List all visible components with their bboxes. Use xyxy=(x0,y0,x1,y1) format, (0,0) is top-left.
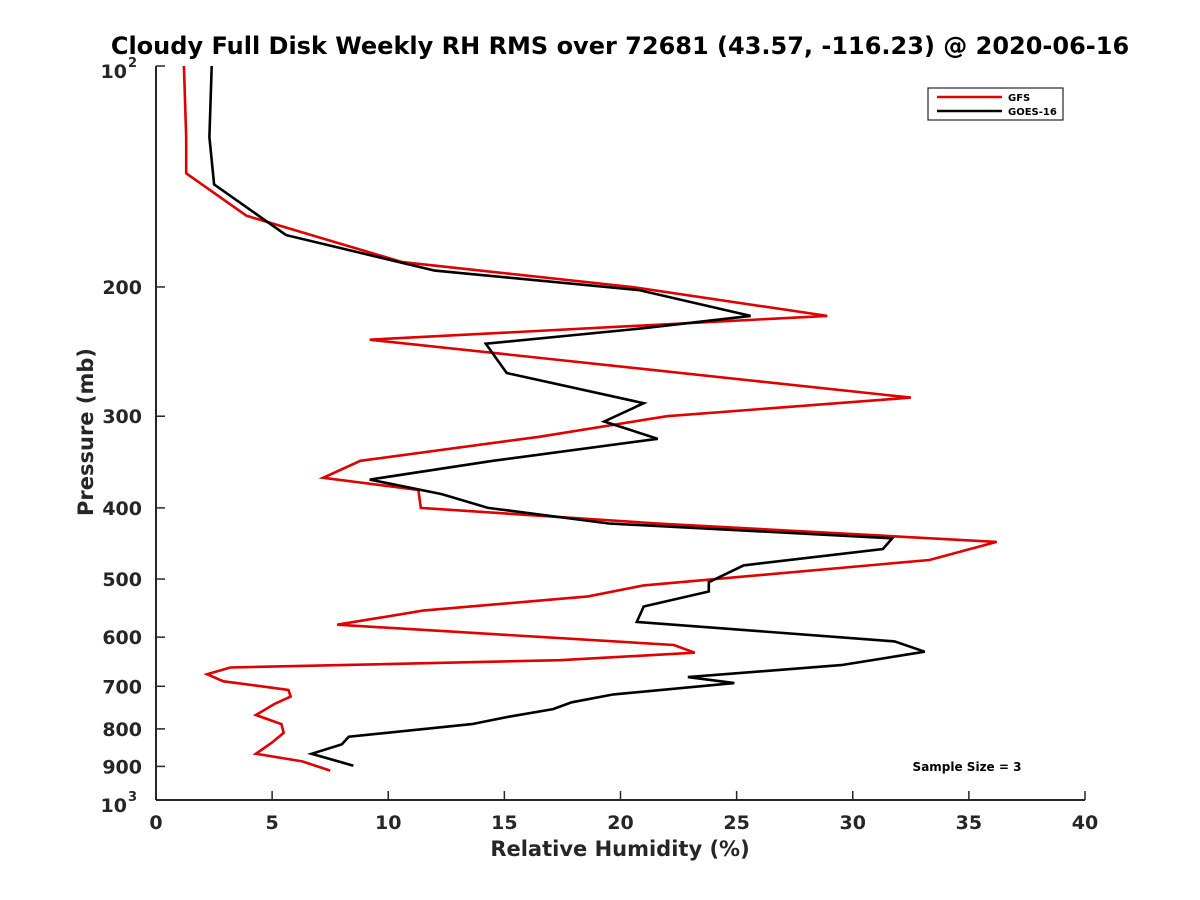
x-tick-label: 0 xyxy=(149,812,162,834)
legend: GFS GOES-16 xyxy=(927,87,1064,121)
x-tick-label: 20 xyxy=(607,812,633,834)
chart-title: Cloudy Full Disk Weekly RH RMS over 7268… xyxy=(111,32,1129,60)
series-line-goes-16 xyxy=(208,65,926,767)
x-tick-label: 30 xyxy=(840,812,866,834)
y-tick-exponent: 3 xyxy=(128,790,137,805)
y-tick-label: 400 xyxy=(102,498,142,520)
y-tick-label: 600 xyxy=(102,627,142,649)
y-tick-label-power: 10 2 xyxy=(101,56,138,83)
series-layer xyxy=(182,65,998,772)
y-tick-label: 500 xyxy=(102,569,142,591)
legend-entry-label: GFS xyxy=(1008,93,1030,104)
sample-size-annotation: Sample Size = 3 xyxy=(913,760,1022,774)
x-axis-label: Relative Humidity (%) xyxy=(490,837,749,861)
y-tick-label: 800 xyxy=(102,719,142,741)
x-tick-label: 35 xyxy=(956,812,982,834)
y-tick-label: 300 xyxy=(102,406,142,428)
y-axis-label: Pressure (mb) xyxy=(74,348,98,516)
y-tick-label-power: 10 3 xyxy=(101,790,138,817)
x-tick-label: 40 xyxy=(1072,812,1098,834)
y-tick-label: 900 xyxy=(102,756,142,778)
y-tick-base: 10 xyxy=(101,61,127,83)
x-tick-label: 10 xyxy=(375,812,401,834)
series-line-gfs xyxy=(182,65,998,772)
x-tick-label: 25 xyxy=(723,812,749,834)
legend-entry-label: GOES-16 xyxy=(1008,107,1057,118)
y-tick-exponent: 2 xyxy=(128,56,137,71)
y-tick-base: 10 xyxy=(101,795,127,817)
x-tick-label: 5 xyxy=(266,812,279,834)
y-tick-label: 700 xyxy=(102,676,142,698)
x-tick-label: 15 xyxy=(491,812,517,834)
legend-box xyxy=(927,87,1064,121)
y-tick-label: 200 xyxy=(102,277,142,299)
